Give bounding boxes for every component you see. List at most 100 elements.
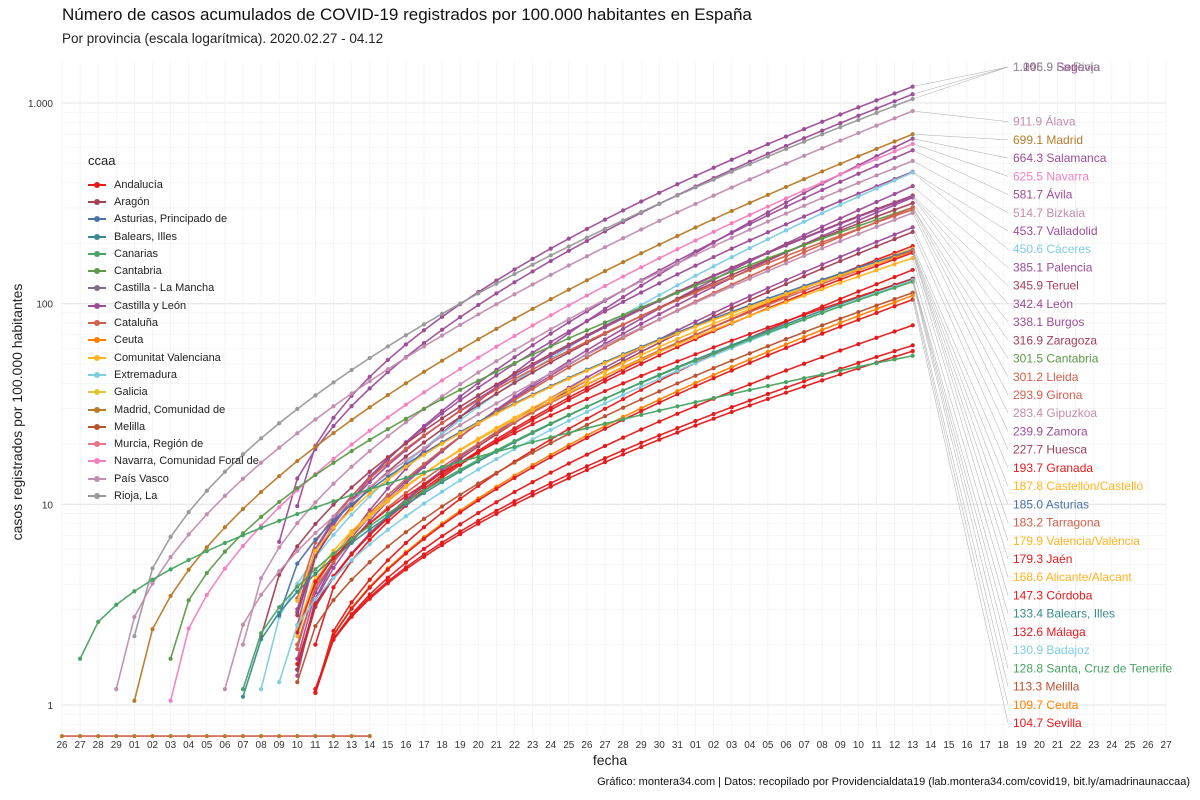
data-point bbox=[783, 385, 789, 390]
data-point bbox=[747, 149, 752, 154]
data-point bbox=[802, 270, 807, 275]
data-point bbox=[675, 298, 680, 303]
data-point bbox=[838, 221, 843, 226]
x-tick-label: 03 bbox=[726, 740, 738, 751]
data-point bbox=[132, 634, 137, 639]
data-point bbox=[295, 598, 300, 604]
data-point bbox=[657, 376, 662, 381]
data-point bbox=[331, 404, 336, 409]
data-point bbox=[802, 203, 807, 208]
data-point bbox=[458, 366, 463, 371]
data-point bbox=[765, 169, 771, 174]
data-point bbox=[621, 435, 626, 440]
data-point bbox=[476, 412, 481, 417]
data-point bbox=[711, 239, 716, 245]
data-point bbox=[548, 331, 553, 336]
data-point bbox=[874, 214, 879, 219]
data-point bbox=[802, 379, 807, 384]
legend-item: Asturias, Principado de bbox=[88, 211, 259, 228]
data-point bbox=[602, 320, 608, 325]
data-point bbox=[476, 378, 481, 383]
data-point bbox=[584, 319, 590, 324]
data-point bbox=[168, 534, 173, 539]
data-point bbox=[295, 661, 300, 667]
data-point bbox=[765, 396, 771, 402]
data-point bbox=[838, 121, 843, 126]
data-point bbox=[96, 619, 101, 624]
x-tick-label: 23 bbox=[527, 740, 539, 751]
data-point bbox=[476, 437, 481, 442]
data-point bbox=[892, 285, 897, 290]
series-end-label: 109.7 Ceuta bbox=[1013, 698, 1079, 712]
data-point bbox=[494, 302, 499, 307]
data-point bbox=[892, 166, 897, 171]
data-point bbox=[458, 492, 463, 497]
leader-line bbox=[912, 160, 1009, 213]
series-path bbox=[314, 350, 913, 690]
series-path bbox=[133, 133, 913, 701]
data-point bbox=[440, 542, 445, 548]
data-point bbox=[548, 371, 553, 376]
data-point bbox=[657, 397, 662, 402]
data-point bbox=[548, 421, 553, 426]
data-point bbox=[820, 266, 825, 271]
legend-item: Aragón bbox=[88, 193, 259, 210]
data-point bbox=[711, 416, 716, 421]
data-point bbox=[349, 577, 354, 582]
leader-line bbox=[912, 231, 1009, 450]
data-point bbox=[820, 132, 825, 137]
data-point bbox=[602, 401, 608, 406]
series-line bbox=[295, 250, 915, 604]
data-point bbox=[747, 382, 752, 387]
series-path bbox=[314, 269, 913, 694]
data-point bbox=[385, 514, 390, 519]
data-point bbox=[512, 292, 517, 297]
series-path bbox=[242, 160, 913, 645]
data-point bbox=[820, 224, 825, 229]
data-point bbox=[349, 558, 354, 563]
data-point bbox=[331, 380, 336, 385]
data-point bbox=[458, 322, 463, 327]
data-point bbox=[602, 330, 608, 336]
leader-line bbox=[912, 197, 1009, 323]
data-point bbox=[856, 113, 861, 118]
data-point bbox=[421, 516, 427, 521]
data-point bbox=[838, 280, 843, 285]
data-point bbox=[765, 375, 771, 380]
data-point bbox=[494, 387, 499, 392]
data-point bbox=[838, 216, 843, 221]
data-point bbox=[222, 540, 227, 546]
data-point bbox=[783, 253, 789, 259]
legend-key bbox=[88, 213, 106, 225]
data-point bbox=[838, 316, 843, 321]
data-point bbox=[421, 554, 427, 559]
data-point bbox=[910, 349, 915, 354]
x-tick-label: 21 bbox=[1052, 740, 1064, 751]
leader-line bbox=[912, 203, 1009, 341]
legend-item: Castilla - La Mancha bbox=[88, 280, 259, 297]
data-point bbox=[313, 601, 318, 607]
data-point bbox=[222, 525, 227, 530]
leader-line bbox=[912, 292, 1009, 687]
data-point bbox=[874, 98, 879, 103]
data-point bbox=[783, 379, 789, 385]
data-point bbox=[693, 173, 698, 179]
data-point bbox=[856, 194, 861, 199]
data-point bbox=[802, 312, 807, 317]
data-point bbox=[910, 323, 915, 328]
data-point bbox=[693, 290, 698, 295]
data-point bbox=[693, 358, 698, 363]
data-point bbox=[458, 467, 463, 472]
legend-key bbox=[88, 317, 106, 329]
data-point bbox=[747, 337, 752, 342]
data-point bbox=[222, 469, 227, 474]
data-point bbox=[675, 425, 680, 431]
data-point bbox=[820, 262, 825, 267]
x-tick-label: 31 bbox=[672, 740, 684, 751]
data-point bbox=[403, 381, 408, 386]
series-path bbox=[242, 280, 913, 690]
data-point bbox=[440, 333, 445, 338]
data-point bbox=[602, 426, 608, 431]
data-point bbox=[186, 598, 191, 603]
data-point bbox=[892, 178, 897, 183]
